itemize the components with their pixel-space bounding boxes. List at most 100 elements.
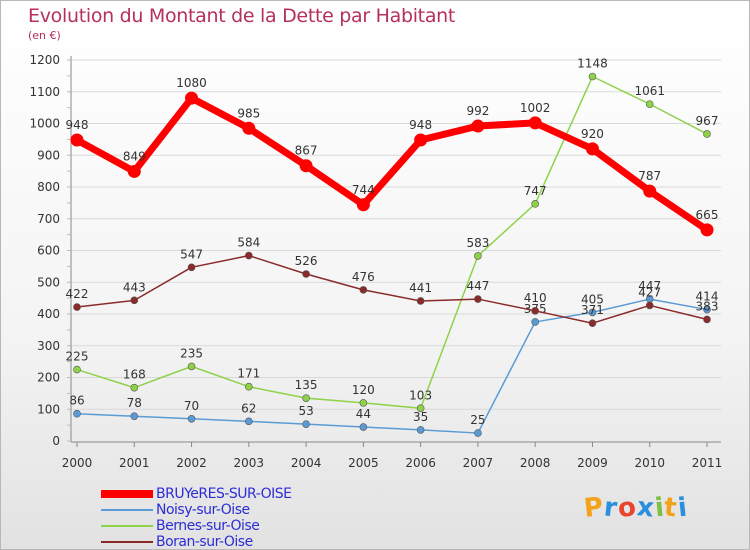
data-point-Noisy-sur-Oise-2007 — [474, 429, 482, 437]
data-label-BRUYeRES-SUR-OISE-2004: 867 — [295, 144, 318, 158]
data-label-Bernes-sur-Oise-2010: 1061 — [634, 84, 665, 98]
data-label-Boran-sur-Oise-2010: 427 — [638, 285, 661, 299]
data-point-BRUYeRES-SUR-OISE-2007 — [471, 119, 485, 133]
series-line-Boran-sur-Oise — [76, 254, 708, 324]
data-point-BRUYeRES-SUR-OISE-2008 — [528, 116, 542, 130]
data-point-BRUYeRES-SUR-OISE-2001 — [127, 164, 141, 178]
data-label-Bernes-sur-Oise-2002: 235 — [180, 346, 203, 360]
data-point-Noisy-sur-Oise-2004 — [302, 420, 310, 428]
data-point-Bernes-sur-Oise-2010 — [645, 100, 654, 108]
data-label-Boran-sur-Oise-2009: 371 — [581, 303, 604, 317]
data-label-BRUYeRES-SUR-OISE-2005: 744 — [352, 183, 375, 197]
data-label-Boran-sur-Oise-2003: 584 — [237, 236, 260, 250]
data-label-Bernes-sur-Oise-2003: 171 — [237, 367, 260, 381]
data-label-Noisy-sur-Oise-2004: 53 — [298, 404, 313, 418]
legend-swatch — [101, 525, 153, 527]
x-tick-label-2002: 2002 — [176, 456, 207, 470]
legend-label: Noisy-sur-Oise — [156, 502, 250, 518]
x-tick-label-2005: 2005 — [348, 456, 379, 470]
data-label-Noisy-sur-Oise-2006: 35 — [413, 410, 428, 424]
data-point-BRUYeRES-SUR-OISE-2005 — [356, 198, 370, 212]
data-point-Bernes-sur-Oise-2004 — [302, 394, 310, 402]
data-point-Bernes-sur-Oise-2006 — [416, 404, 425, 413]
y-tick-label-900: 900 — [37, 148, 60, 162]
y-tick-label-0: 0 — [52, 434, 60, 448]
data-label-Boran-sur-Oise-2000: 422 — [66, 287, 89, 301]
data-point-Boran-sur-Oise-2000 — [73, 303, 81, 311]
data-point-Noisy-sur-Oise-2005 — [359, 423, 368, 431]
data-point-Noisy-sur-Oise-2006 — [416, 426, 425, 434]
data-label-BRUYeRES-SUR-OISE-2010: 787 — [638, 169, 661, 183]
data-label-Bernes-sur-Oise-2005: 120 — [352, 383, 375, 397]
data-point-Bernes-sur-Oise-2011 — [703, 130, 711, 138]
data-point-Boran-sur-Oise-2011 — [703, 315, 711, 324]
legend-label: Bernes-sur-Oise — [156, 518, 260, 534]
data-point-BRUYeRES-SUR-OISE-2000 — [70, 133, 84, 147]
data-point-Noisy-sur-Oise-2008 — [531, 318, 539, 326]
data-label-Boran-sur-Oise-2002: 547 — [180, 247, 203, 261]
y-tick-label-1100: 1100 — [29, 85, 60, 99]
data-point-BRUYeRES-SUR-OISE-2009 — [585, 142, 599, 156]
data-label-Noisy-sur-Oise-2002: 70 — [184, 399, 199, 413]
data-label-Bernes-sur-Oise-2008: 747 — [524, 184, 547, 198]
data-label-Boran-sur-Oise-2011: 383 — [696, 299, 719, 313]
data-point-BRUYeRES-SUR-OISE-2002 — [185, 91, 199, 105]
y-tick-label-500: 500 — [37, 275, 60, 289]
data-label-Noisy-sur-Oise-2000: 86 — [69, 394, 84, 408]
legend-item: Bernes-sur-Oise — [101, 518, 292, 534]
data-point-Boran-sur-Oise-2001 — [130, 296, 139, 305]
data-point-Bernes-sur-Oise-2009 — [588, 72, 597, 81]
data-point-Boran-sur-Oise-2005 — [359, 286, 368, 294]
logo-letter: i — [676, 492, 690, 524]
data-point-Bernes-sur-Oise-2007 — [474, 252, 482, 260]
data-label-Noisy-sur-Oise-2005: 44 — [356, 407, 371, 421]
data-label-BRUYeRES-SUR-OISE-2009: 920 — [581, 127, 604, 141]
data-point-Noisy-sur-Oise-2009 — [588, 308, 597, 317]
y-tick-label-800: 800 — [37, 180, 60, 194]
data-point-Bernes-sur-Oise-2003 — [245, 382, 253, 391]
legend-swatch — [101, 541, 153, 543]
legend-item: Noisy-sur-Oise — [101, 502, 292, 518]
y-tick-label-600: 600 — [37, 244, 60, 258]
data-point-Bernes-sur-Oise-2002 — [187, 362, 196, 371]
data-point-BRUYeRES-SUR-OISE-2006 — [414, 133, 428, 147]
data-label-BRUYeRES-SUR-OISE-2000: 948 — [66, 118, 89, 132]
data-point-Noisy-sur-Oise-2003 — [245, 417, 253, 426]
data-label-Boran-sur-Oise-2001: 443 — [123, 280, 146, 294]
data-point-Noisy-sur-Oise-2002 — [187, 414, 196, 423]
legend-item: BRUYeRES-SUR-OISE — [101, 486, 292, 502]
data-label-Bernes-sur-Oise-2006: 103 — [409, 388, 432, 402]
x-tick-label-2001: 2001 — [119, 456, 150, 470]
data-label-Bernes-sur-Oise-2000: 225 — [66, 350, 89, 364]
y-tick-label-700: 700 — [37, 212, 60, 226]
data-label-BRUYeRES-SUR-OISE-2008: 1002 — [520, 101, 551, 115]
data-label-Noisy-sur-Oise-2009: 405 — [581, 292, 604, 306]
series-line-Bernes-sur-Oise — [76, 75, 708, 410]
data-label-BRUYeRES-SUR-OISE-2003: 985 — [237, 106, 260, 120]
data-point-Bernes-sur-Oise-2000 — [73, 365, 81, 374]
legend-label: BRUYeRES-SUR-OISE — [156, 486, 292, 502]
data-label-Bernes-sur-Oise-2009: 1148 — [577, 57, 608, 71]
data-point-Boran-sur-Oise-2006 — [416, 297, 425, 305]
proxiti-logo[interactable]: Proxiti — [582, 492, 690, 524]
x-tick-label-2003: 2003 — [234, 456, 265, 470]
data-label-Noisy-sur-Oise-2007: 25 — [470, 413, 485, 427]
data-label-Bernes-sur-Oise-2011: 967 — [696, 114, 719, 128]
x-tick-label-2004: 2004 — [291, 456, 322, 470]
y-tick-label-400: 400 — [37, 307, 60, 321]
y-tick-label-100: 100 — [37, 402, 60, 416]
series-line-Noisy-sur-Oise — [76, 298, 708, 434]
x-tick-label-2006: 2006 — [405, 456, 436, 470]
data-point-Noisy-sur-Oise-2000 — [73, 409, 81, 418]
x-tick-label-2008: 2008 — [520, 456, 551, 470]
data-point-Bernes-sur-Oise-2001 — [130, 383, 139, 392]
y-tick-label-300: 300 — [37, 339, 60, 353]
data-point-Boran-sur-Oise-2004 — [302, 270, 310, 278]
data-label-Boran-sur-Oise-2008: 410 — [524, 291, 547, 305]
data-point-Bernes-sur-Oise-2008 — [531, 200, 539, 208]
chart-title: Evolution du Montant de la Dette par Hab… — [28, 5, 456, 27]
data-label-Bernes-sur-Oise-2007: 583 — [466, 236, 489, 250]
data-point-Boran-sur-Oise-2008 — [531, 307, 539, 315]
data-label-Noisy-sur-Oise-2010: 447 — [638, 279, 661, 293]
